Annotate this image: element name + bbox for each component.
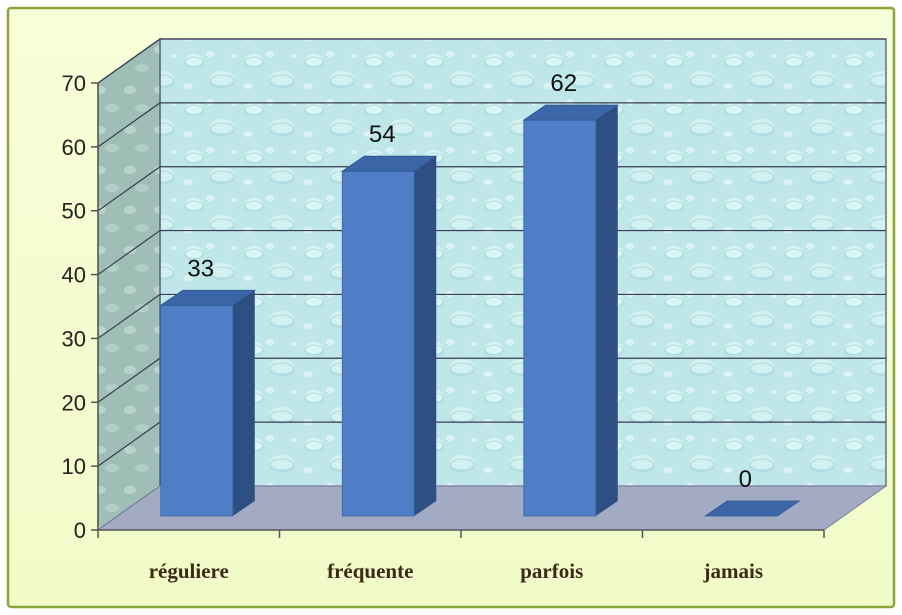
x-category-label: jamais xyxy=(703,559,764,583)
back-wall xyxy=(159,38,887,487)
bar-side xyxy=(232,290,255,516)
gridline xyxy=(97,293,886,339)
y-tick-label: 70 xyxy=(62,71,86,96)
y-tick-label: 0 xyxy=(74,518,86,543)
gridline xyxy=(97,38,886,84)
y-tick-label: 50 xyxy=(62,199,86,224)
y-tick-label: 10 xyxy=(62,454,86,479)
gridline xyxy=(97,166,886,212)
data-label: 0 xyxy=(739,466,752,493)
bar-parfois xyxy=(522,104,620,517)
bar-top xyxy=(703,500,801,517)
bar-top xyxy=(159,289,257,306)
y-tick-label: 60 xyxy=(62,135,86,160)
gridline xyxy=(97,102,886,148)
x-category-label: fréquente xyxy=(327,559,413,583)
bar-front xyxy=(341,170,415,517)
gridline xyxy=(97,421,886,467)
bar-side xyxy=(595,105,618,516)
gridline xyxy=(97,229,886,276)
bar-top xyxy=(522,104,620,121)
y-tick-label: 30 xyxy=(62,326,86,351)
y-tick-label: 40 xyxy=(62,263,86,288)
bar-réguliere xyxy=(159,289,257,517)
bar-top xyxy=(340,155,438,172)
x-category-label: réguliere xyxy=(149,559,229,583)
bar-front xyxy=(160,304,234,517)
data-label: 33 xyxy=(187,255,214,282)
x-category-label: parfois xyxy=(520,559,583,583)
bar-side xyxy=(414,156,437,516)
side-wall xyxy=(97,37,161,532)
y-tick-label: 20 xyxy=(62,390,86,415)
bar-front xyxy=(523,119,597,517)
bar-jamais xyxy=(703,500,801,517)
data-label: 62 xyxy=(550,70,577,97)
gridline xyxy=(97,357,886,403)
data-label: 54 xyxy=(369,121,396,148)
bar-fréquente xyxy=(340,155,438,517)
